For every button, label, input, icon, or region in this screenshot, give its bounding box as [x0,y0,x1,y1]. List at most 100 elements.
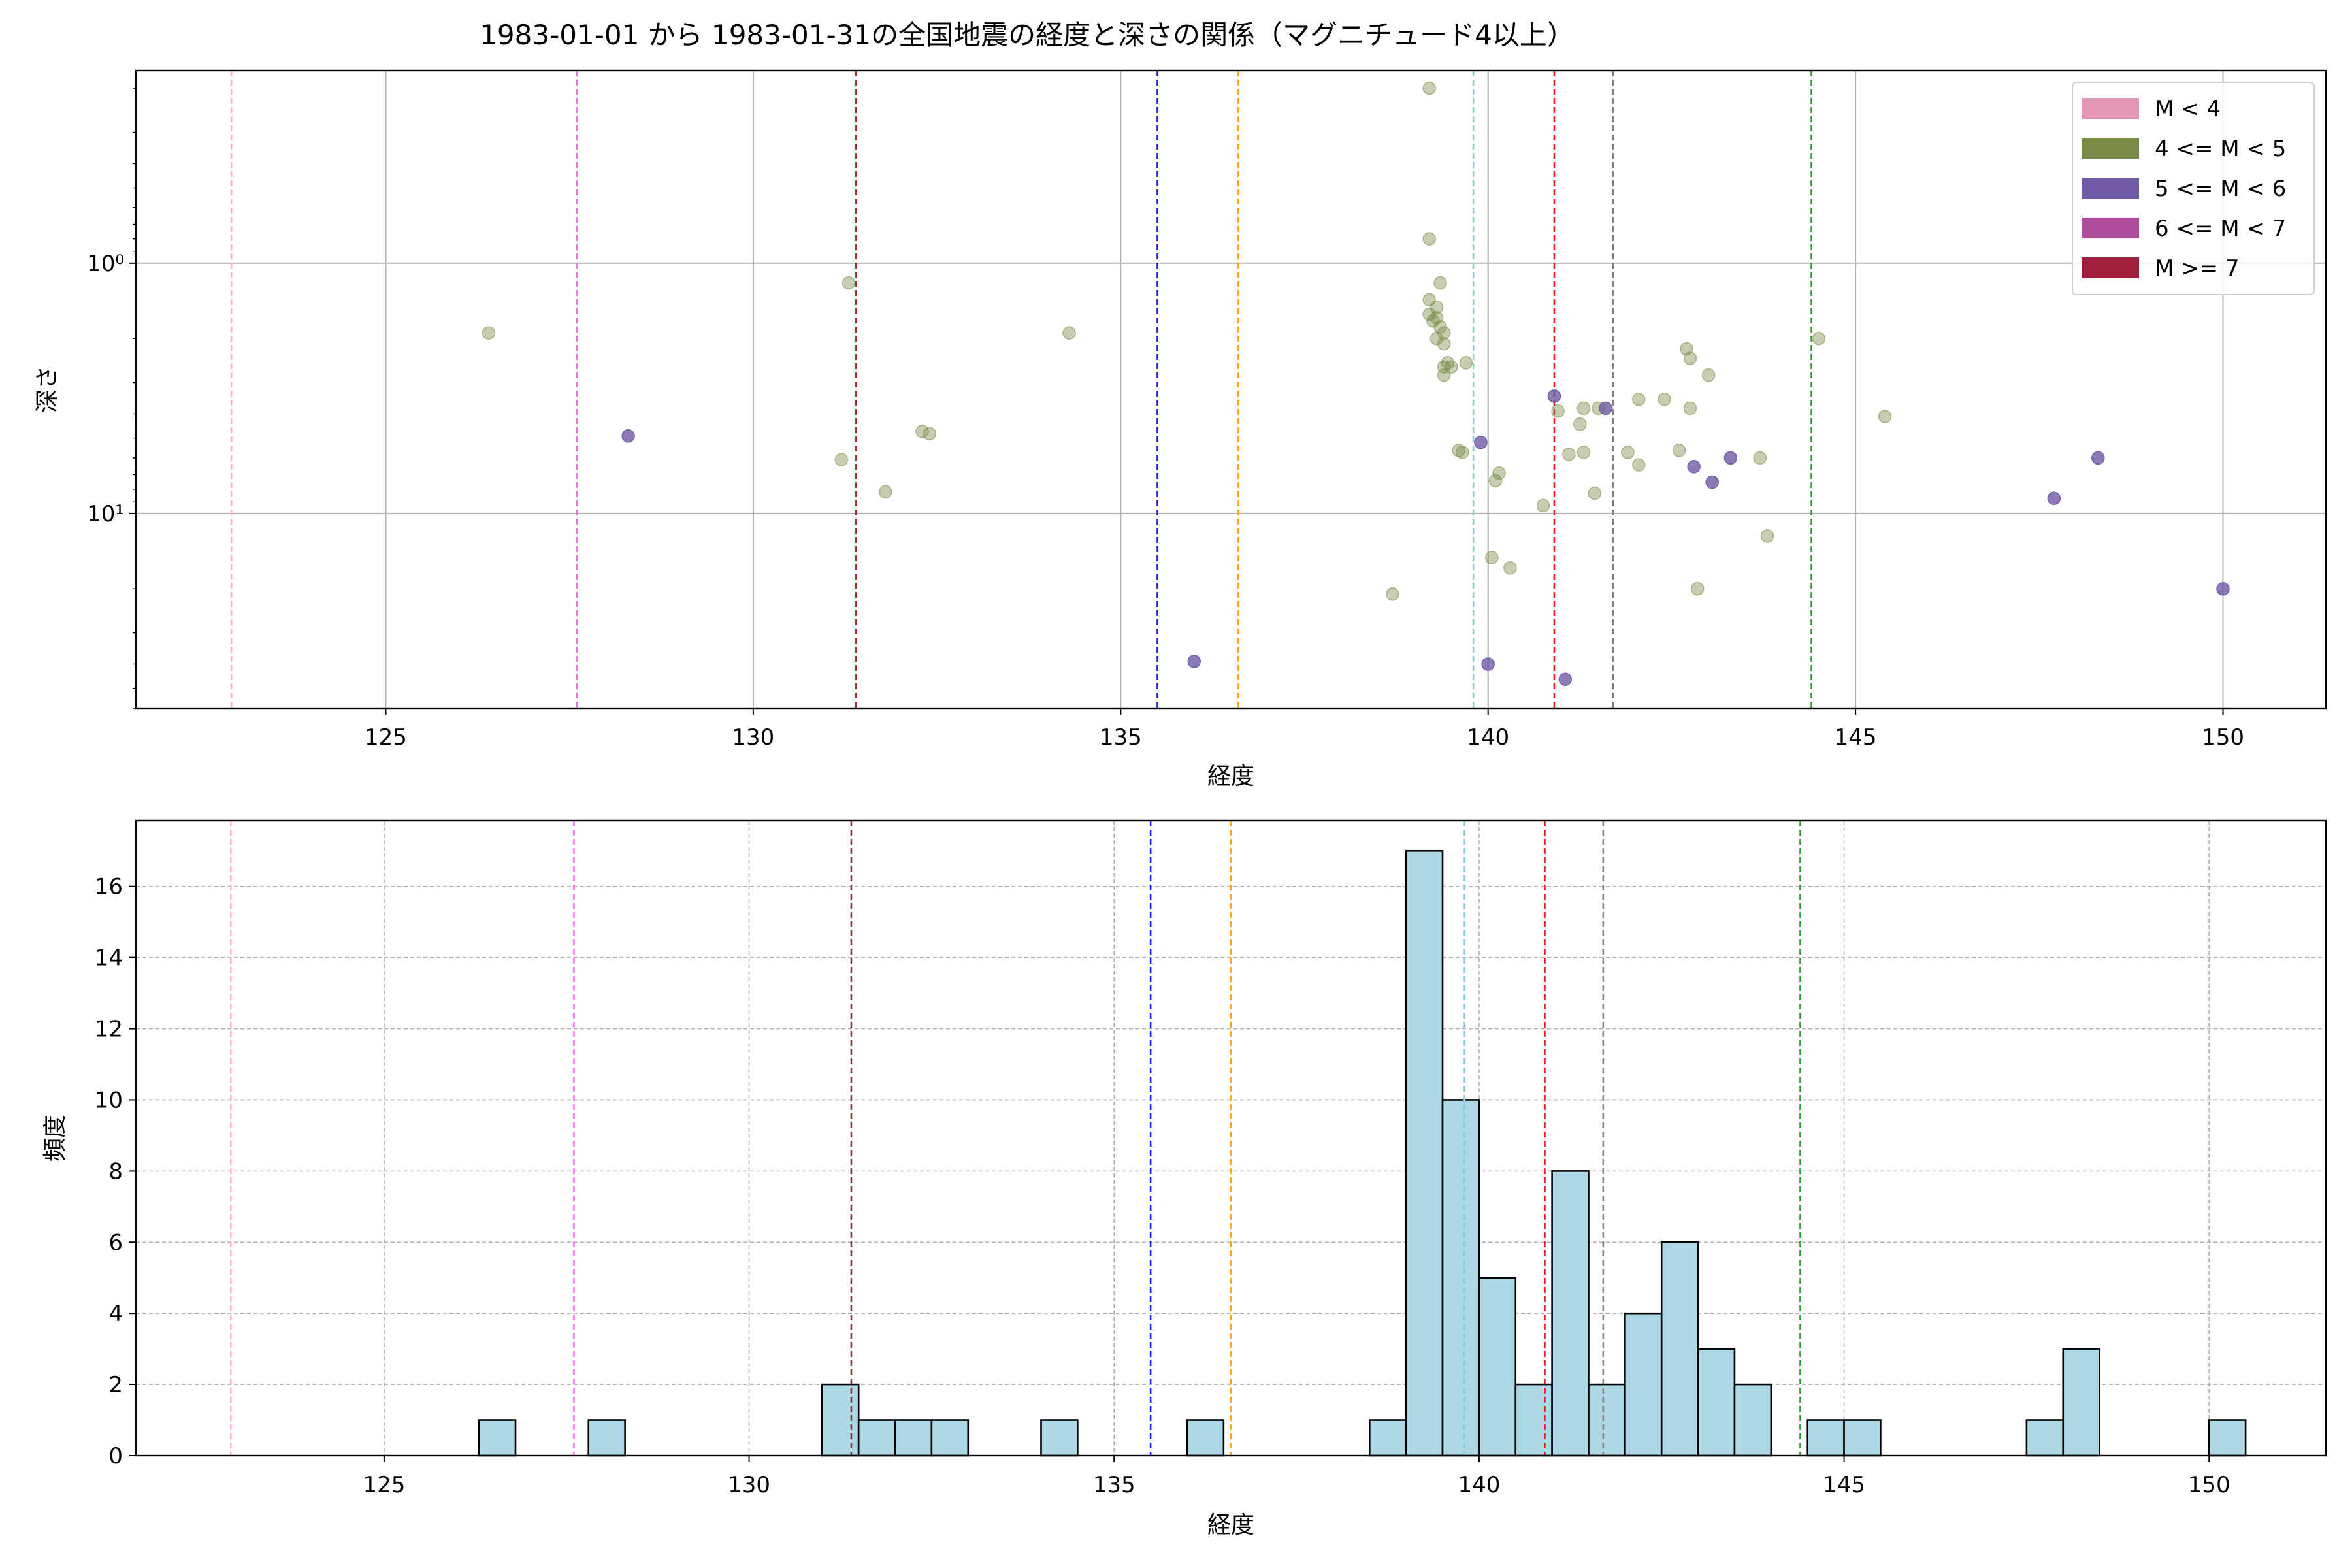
histogram-y-tick-label: 2 [108,1372,123,1398]
scatter-x-tick-label: 125 [365,725,407,751]
histogram-bar [1806,1419,1845,1457]
histogram-bar [1040,1419,1079,1457]
scatter-axes: 125 130 135 140 145 150 10⁰ 10¹ [87,88,2244,751]
scatter-y-tick-label: 10⁰ [87,251,124,277]
histogram-x-tick-label: 140 [1458,1472,1500,1498]
legend-label: 6 <= M < 7 [2155,216,2286,242]
histogram-bar [1405,849,1444,1457]
scatter-point [915,425,929,438]
scatter-point [1386,587,1399,601]
scatter-x-tick-label: 140 [1467,725,1509,751]
scatter-y-tick-label: 10¹ [87,501,124,527]
scatter-point [1437,326,1451,340]
histogram-x-tick-label: 145 [1823,1472,1865,1498]
histogram-bar [2208,1419,2247,1457]
histogram-y-tick-label: 14 [95,945,123,972]
scatter-points [482,81,2230,687]
scatter-point [1456,446,1469,459]
scatter-point [1687,459,1701,474]
scatter-point [1437,336,1451,351]
histogram-vlines [229,821,1801,1456]
scatter-point [1632,458,1646,472]
scatter-legend: M < 4 4 <= M < 5 5 <= M < 6 6 <= M < 7 M >= … [2072,82,2315,295]
histogram-bar [1368,1419,1407,1457]
scatter-point [1683,351,1697,365]
histogram-bar [478,1419,517,1457]
scatter-point [1433,276,1447,290]
histogram-bar [1660,1241,1699,1457]
legend-label: 4 <= M < 5 [2155,136,2286,162]
scatter-point [1705,475,1720,489]
histogram-bar [1733,1383,1772,1457]
scatter-point [1878,410,1892,423]
histogram-x-tick-label: 135 [1093,1472,1135,1498]
scatter-point [1441,356,1455,370]
scatter-point [1187,655,1201,668]
histogram-bar [1588,1383,1626,1457]
scatter-point [1429,301,1444,314]
scatter-point [1576,401,1591,416]
histogram-y-tick-label: 10 [95,1087,123,1113]
scatter-point [1588,486,1602,500]
scatter-x-tick-label: 135 [1100,725,1142,751]
scatter-x-tick-label: 150 [2202,725,2244,751]
histogram-bar [1478,1277,1517,1457]
scatter-point [1558,672,1573,687]
scatter-point [1812,331,1826,346]
histogram-plot-frame [135,819,2327,1457]
histogram-bar [1843,1419,1882,1457]
scatter-x-tick-label: 130 [732,725,774,751]
legend-label: M < 4 [2155,96,2221,122]
legend-label: 5 <= M < 6 [2155,176,2286,202]
scatter-point [1576,446,1591,459]
scatter-point [1723,451,1738,465]
scatter-plot-frame [135,69,2327,710]
legend-swatch [2082,98,2139,119]
scatter-point [1445,360,1458,374]
scatter-point [1562,448,1576,461]
histogram-bar [857,1419,896,1457]
scatter-point [1452,444,1465,457]
scatter-chart: 125 130 135 140 145 150 10⁰ 10¹ 経度 深さ M < 4 4 <=… [34,69,2327,790]
histogram-x-tick-label: 150 [2188,1472,2230,1498]
scatter-point [1459,356,1473,370]
scatter-point [1488,474,1503,488]
scatter-point [1691,581,1705,596]
scatter-point [1485,551,1499,564]
scatter-point [1573,417,1587,431]
histogram-y-tick-label: 4 [108,1301,123,1327]
histogram-bar [1514,1383,1553,1457]
scatter-point [621,429,635,443]
histogram-y-tick-label: 8 [108,1158,123,1184]
scatter-point [1547,389,1561,403]
scatter-point [1492,466,1506,480]
scatter-point [1599,401,1612,416]
scatter-title: 1983-01-01 から 1983-01-31の全国地震の経度と深さの関係（マ… [480,19,1575,51]
histogram-chart: 125 130 135 140 145 150 0 2 4 6 8 10 12 14 16 経度 頻度 [42,819,2327,1539]
scatter-point [1701,368,1716,382]
scatter-point [834,453,849,466]
legend-swatch [2082,257,2139,278]
scatter-point [1422,232,1436,246]
legend-swatch [2082,218,2139,238]
histogram-bar [1697,1348,1736,1457]
histogram-bar [2062,1348,2100,1457]
scatter-y-axis-label: 深さ [34,366,61,413]
histogram-bar [2025,1419,2065,1457]
scatter-vlines [230,71,1812,708]
scatter-point [1481,657,1495,671]
histogram-bar [1441,1099,1480,1457]
legend-swatch [2082,138,2139,159]
scatter-point [879,485,892,499]
histogram-bar [930,1419,970,1457]
scatter-x-tick-label: 145 [1835,725,1877,751]
scatter-point [1503,561,1517,575]
histogram-bar [1551,1170,1590,1457]
legend-swatch [2082,178,2139,199]
histogram-bar [1624,1312,1663,1457]
scatter-point [1422,81,1436,95]
legend-label: M >= 7 [2155,255,2240,282]
scatter-point [1062,326,1076,340]
scatter-point [923,427,937,441]
